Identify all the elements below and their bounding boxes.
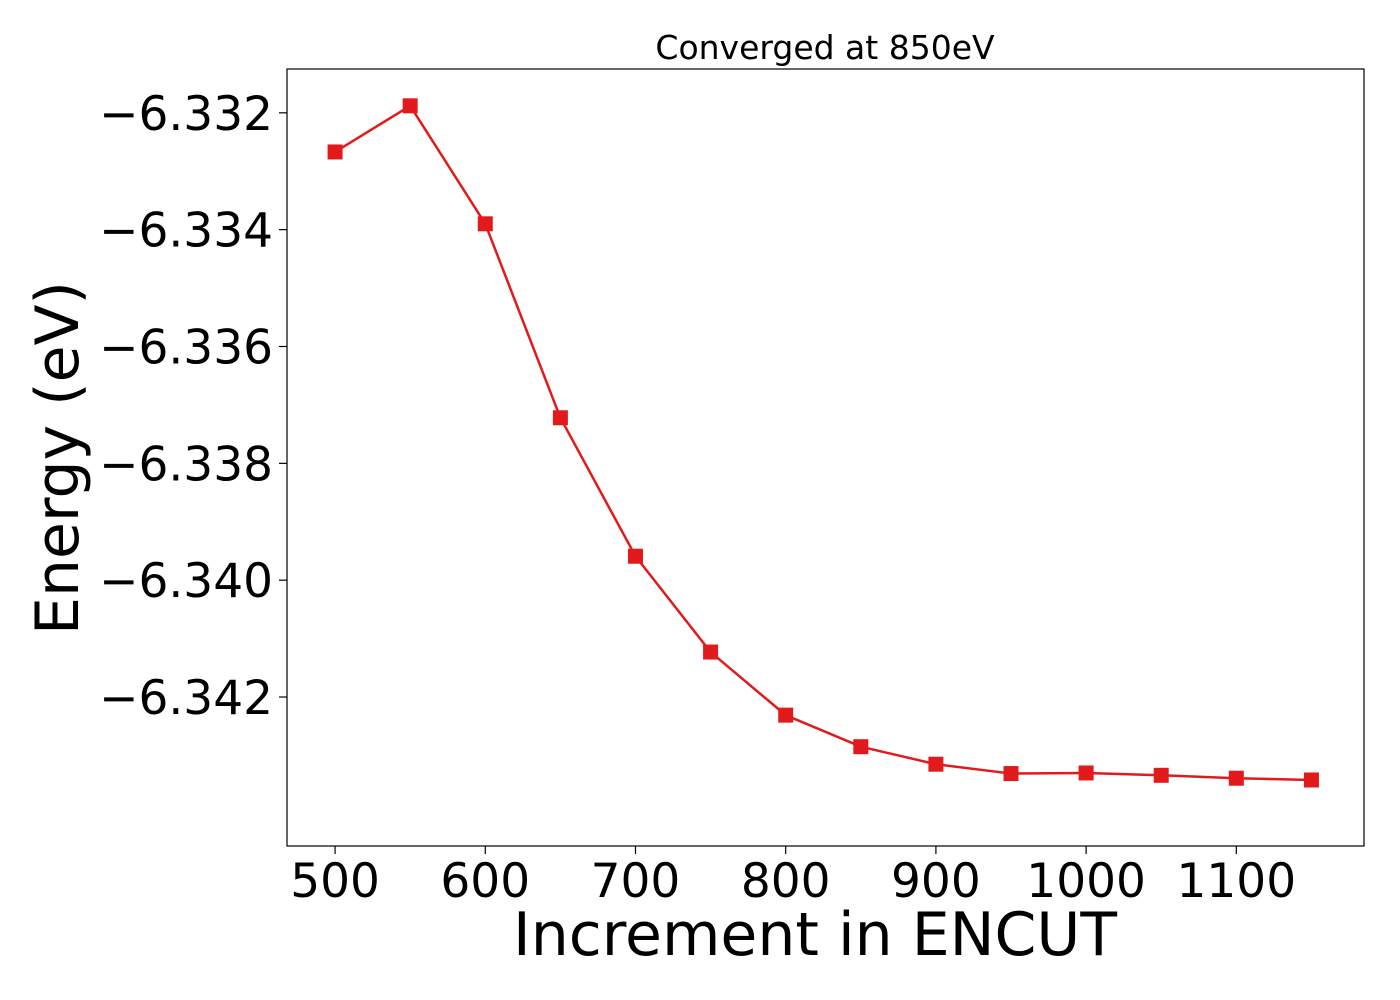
- data-point-marker: [477, 216, 493, 232]
- data-point-marker: [402, 98, 418, 114]
- data-point-marker: [627, 548, 643, 564]
- y-tick-label: −6.342: [99, 671, 273, 726]
- x-tick-label: 900: [891, 854, 981, 909]
- x-axis-ticks: 500 600 700 800 900 1000 1100: [290, 846, 1296, 909]
- series-layer: [327, 98, 1319, 788]
- x-tick-label: 700: [591, 854, 681, 909]
- data-point-marker: [1153, 767, 1169, 783]
- plot-frame: [286, 68, 1365, 847]
- x-tick-label: 1100: [1177, 854, 1297, 909]
- data-point-marker: [1228, 770, 1244, 786]
- plot-area: [287, 69, 1364, 846]
- y-tick-label: −6.336: [99, 321, 273, 376]
- data-point-marker: [703, 644, 719, 660]
- chart-title: Converged at 850eV: [655, 28, 995, 67]
- x-tick-label: 1000: [1026, 854, 1146, 909]
- x-tick-label: 500: [290, 854, 380, 909]
- data-point-marker: [778, 707, 794, 723]
- x-axis-label: Increment in ENCUT: [513, 900, 1117, 970]
- x-tick-label: 800: [741, 854, 831, 909]
- y-tick-label: −6.338: [99, 437, 273, 492]
- data-point-marker: [1303, 772, 1319, 788]
- data-point-marker: [1003, 766, 1019, 782]
- data-point-marker: [853, 739, 869, 755]
- y-axis-ticks: −6.332 −6.334 −6.336 −6.338 −6.340 −6.342: [99, 87, 287, 726]
- y-tick-label: −6.340: [99, 554, 273, 609]
- data-point-marker: [552, 410, 568, 426]
- x-tick-label: 600: [440, 854, 530, 909]
- y-tick-label: −6.334: [99, 204, 273, 259]
- series-line: [334, 104, 1312, 782]
- data-point-marker: [1078, 765, 1094, 781]
- data-point-marker: [928, 756, 944, 772]
- y-axis-label: Energy (eV): [23, 281, 93, 635]
- data-point-marker: [327, 144, 343, 160]
- y-tick-label: −6.332: [99, 87, 273, 142]
